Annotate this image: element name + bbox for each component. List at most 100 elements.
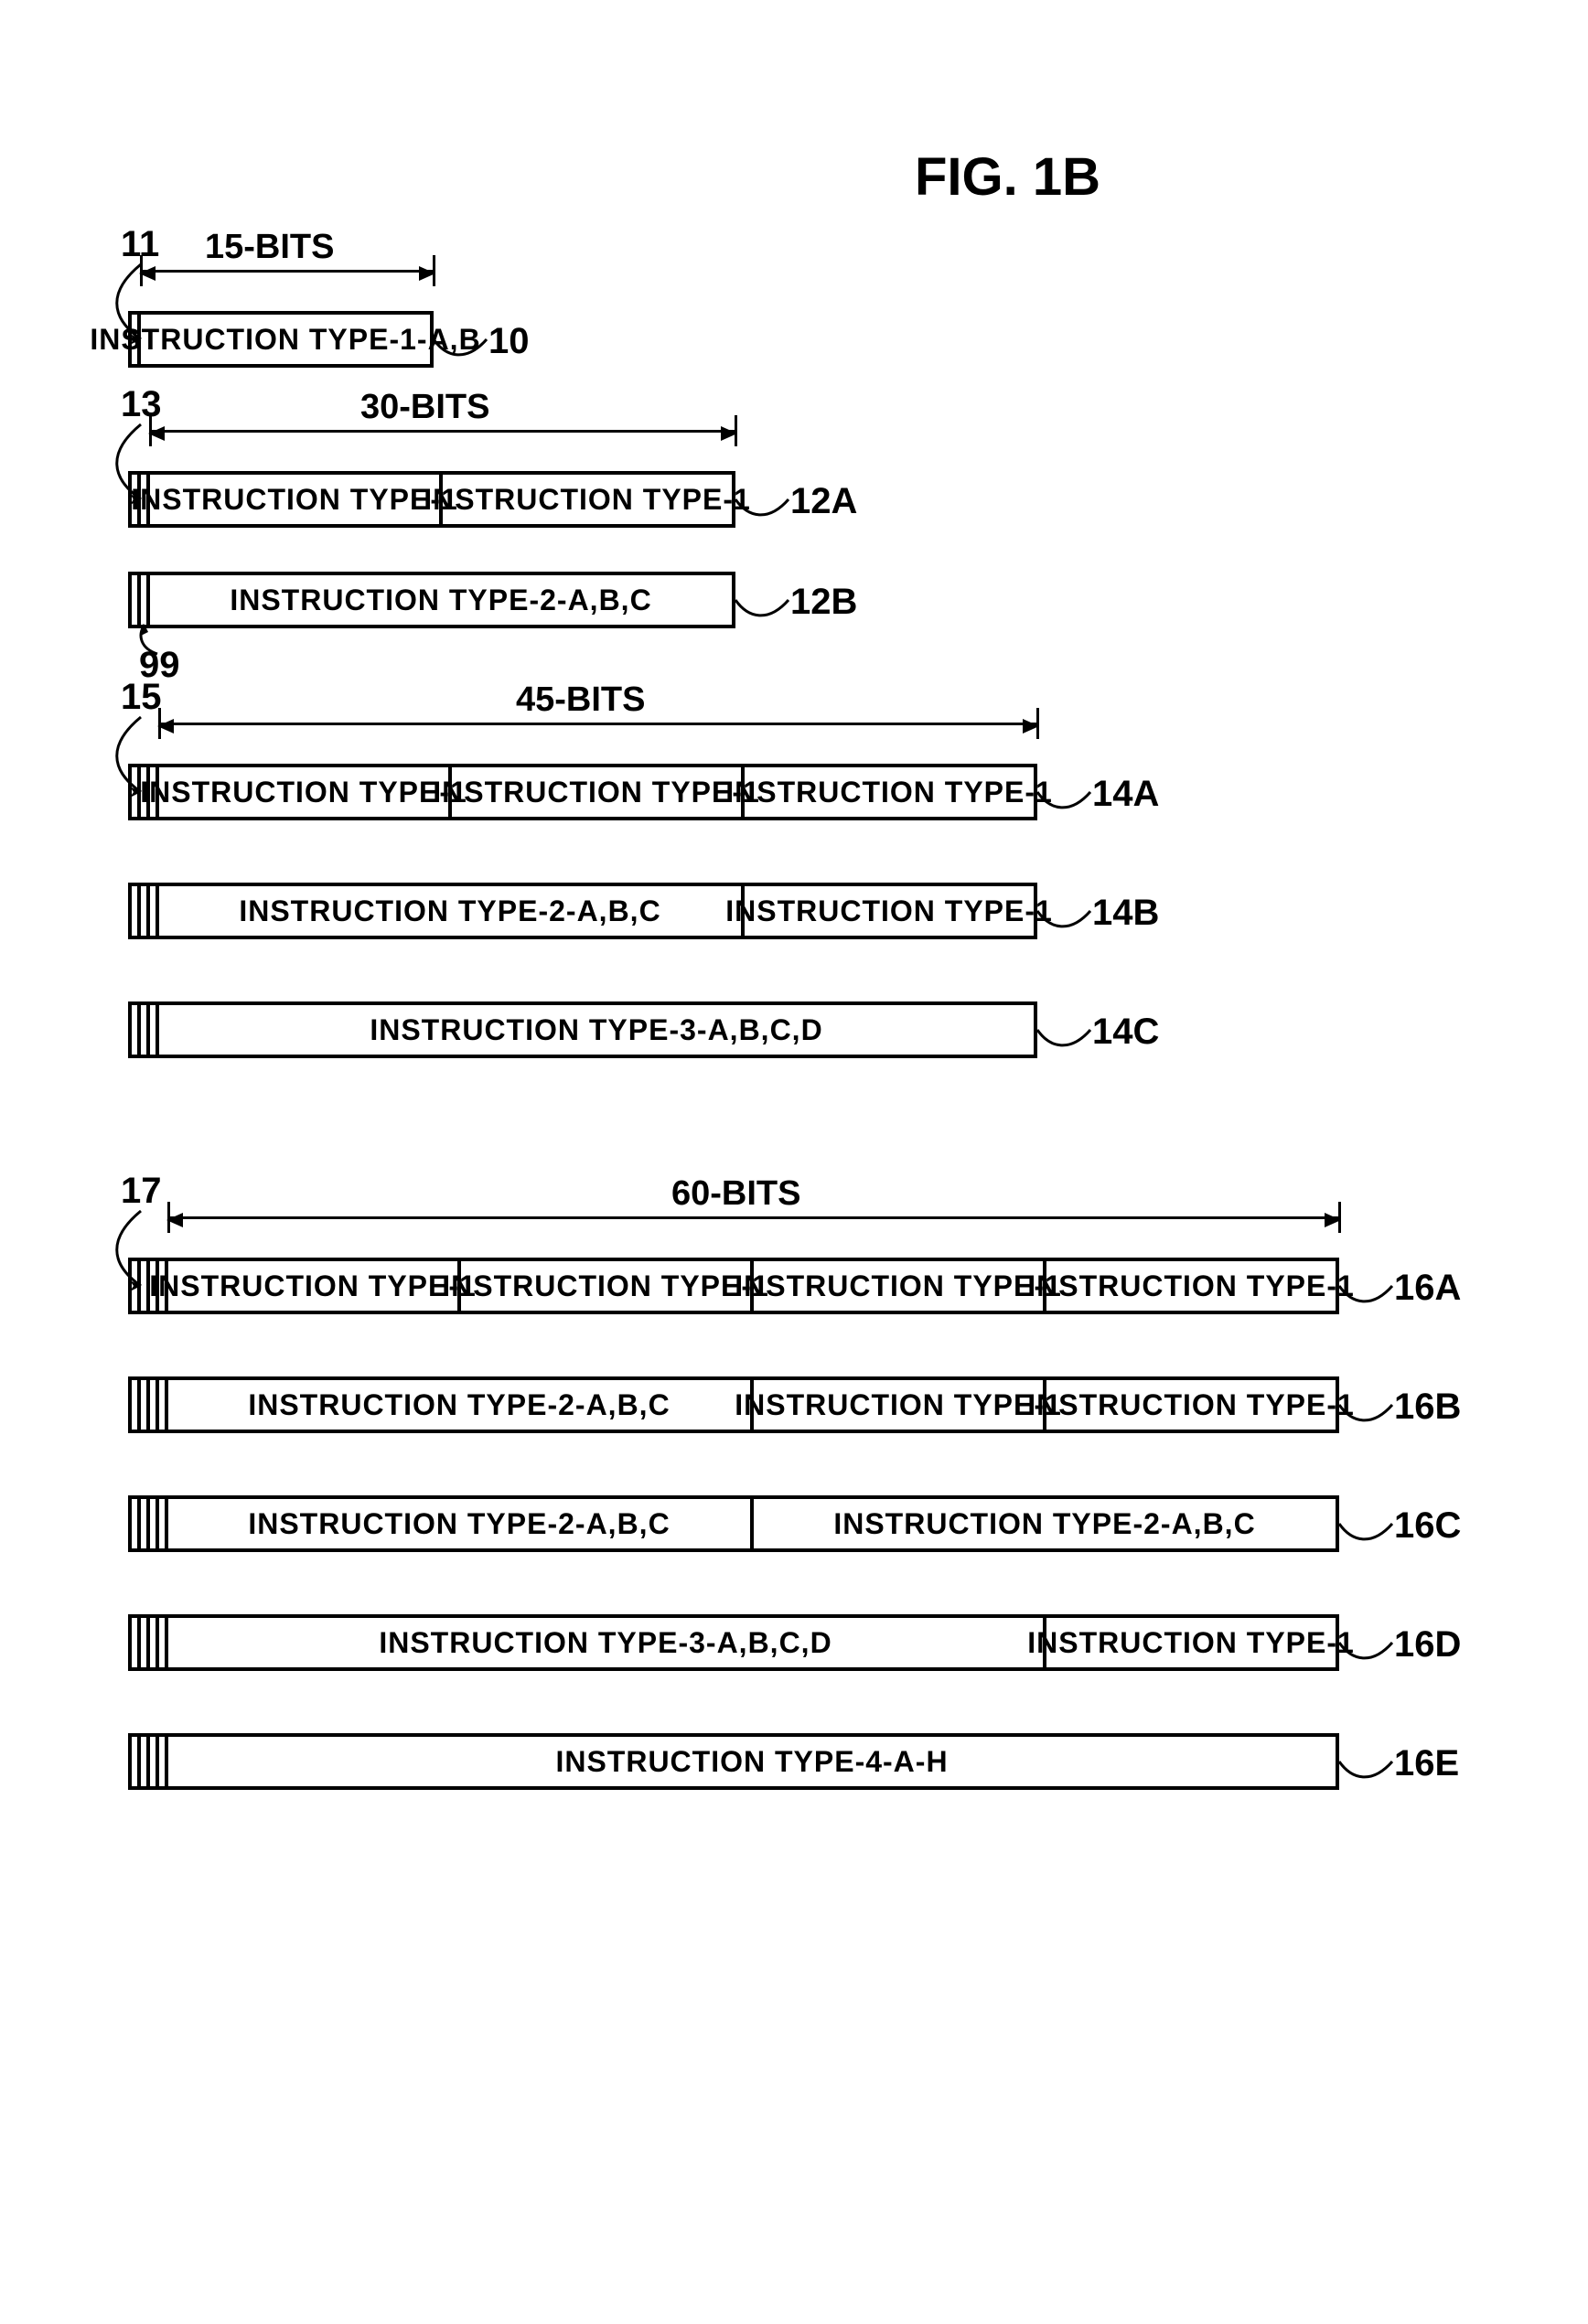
header-seg — [132, 1380, 141, 1430]
cell-3-3-0: INSTRUCTION TYPE-3-A,B,C,D — [168, 1614, 1046, 1671]
row-ref-leader-0-0 — [430, 302, 494, 377]
cell-3-4-0: INSTRUCTION TYPE-4-A-H — [168, 1733, 1339, 1790]
header-seg — [150, 1737, 159, 1786]
dimension-label-0: 15-BITS — [205, 228, 334, 267]
row-2-2: INSTRUCTION TYPE-3-A,B,C,D — [128, 1001, 1037, 1058]
dimension-label-2: 45-BITS — [516, 680, 645, 720]
header-seg — [150, 1380, 159, 1430]
header-seg — [159, 1618, 168, 1667]
cell-3-0-2: INSTRUCTION TYPE-1 — [754, 1258, 1046, 1314]
dimension-label-3: 60-BITS — [671, 1174, 800, 1214]
header-strip-1-1 — [128, 572, 150, 628]
cell-1-1-0: INSTRUCTION TYPE-2-A,B,C — [150, 572, 735, 628]
header-seg — [132, 886, 141, 936]
cell-2-0-1: INSTRUCTION TYPE-1 — [452, 764, 745, 820]
header-seg — [141, 1499, 150, 1548]
row-1-1: INSTRUCTION TYPE-2-A,B,C — [128, 572, 735, 628]
dimension-tick-0-1 — [433, 255, 435, 286]
row-3-2: INSTRUCTION TYPE-2-A,B,CINSTRUCTION TYPE… — [128, 1495, 1339, 1552]
header-ref-1: 13 — [121, 384, 162, 425]
dimension-tick-3-1 — [1338, 1202, 1341, 1233]
dimension-line-0 — [141, 270, 434, 273]
row-ref-leader-3-3 — [1336, 1605, 1400, 1680]
header-strip-3-1 — [128, 1376, 168, 1433]
header-seg — [159, 1380, 168, 1430]
header-seg — [159, 1737, 168, 1786]
row-ref-2-0: 14A — [1092, 774, 1159, 815]
row-3-4: INSTRUCTION TYPE-4-A-H — [128, 1733, 1339, 1790]
row-0-0: INSTRUCTION TYPE-1-A,B — [128, 311, 434, 368]
header-seg — [132, 1499, 141, 1548]
header-seg — [132, 1618, 141, 1667]
header-seg — [132, 1737, 141, 1786]
row-ref-1-0: 12A — [790, 481, 857, 522]
header-ref-3: 17 — [121, 1171, 162, 1212]
cell-3-0-0: INSTRUCTION TYPE-1 — [168, 1258, 461, 1314]
row-ref-leader-2-0 — [1034, 755, 1098, 830]
row-3-0: INSTRUCTION TYPE-1INSTRUCTION TYPE-1INST… — [128, 1258, 1339, 1314]
dimension-tick-1-1 — [735, 415, 737, 446]
cell-2-1-1: INSTRUCTION TYPE-1 — [745, 883, 1037, 939]
header-strip-3-3 — [128, 1614, 168, 1671]
cell-3-1-0: INSTRUCTION TYPE-2-A,B,C — [168, 1376, 754, 1433]
cell-0-0-0: INSTRUCTION TYPE-1-A,B — [141, 311, 434, 368]
header-seg — [159, 1499, 168, 1548]
row-ref-leader-3-2 — [1336, 1486, 1400, 1561]
header-strip-3-4 — [128, 1733, 168, 1790]
row-2-1: INSTRUCTION TYPE-2-A,B,CINSTRUCTION TYPE… — [128, 883, 1037, 939]
cell-3-1-1: INSTRUCTION TYPE-1 — [754, 1376, 1046, 1433]
dimension-tick-3-0 — [167, 1202, 170, 1233]
header-strip-2-1 — [128, 883, 159, 939]
dimension-label-1: 30-BITS — [360, 388, 489, 427]
row-ref-3-4: 16E — [1394, 1743, 1459, 1784]
header-ref-0: 11 — [121, 224, 159, 265]
row-3-3: INSTRUCTION TYPE-3-A,B,C,DINSTRUCTION TY… — [128, 1614, 1339, 1671]
header-ref-2: 15 — [121, 677, 162, 718]
dimension-line-3 — [168, 1216, 1339, 1219]
dimension-tick-2-1 — [1036, 708, 1039, 739]
row-ref-3-1: 16B — [1394, 1387, 1461, 1428]
row-ref-0-0: 10 — [488, 321, 530, 362]
header-seg — [150, 1618, 159, 1667]
cell-2-1-0: INSTRUCTION TYPE-2-A,B,C — [159, 883, 745, 939]
row-2-0: INSTRUCTION TYPE-1INSTRUCTION TYPE-1INST… — [128, 764, 1037, 820]
header-seg — [150, 1005, 159, 1055]
header-strip-2-2 — [128, 1001, 159, 1058]
row-ref-leader-3-1 — [1336, 1367, 1400, 1442]
cell-3-3-1: INSTRUCTION TYPE-1 — [1046, 1614, 1339, 1671]
row-ref-leader-3-4 — [1336, 1724, 1400, 1799]
figure-title: FIG. 1B — [915, 146, 1100, 208]
header-seg — [132, 1005, 141, 1055]
cell-3-2-1: INSTRUCTION TYPE-2-A,B,C — [754, 1495, 1339, 1552]
dimension-line-2 — [159, 723, 1037, 725]
cell-3-0-1: INSTRUCTION TYPE-1 — [461, 1258, 754, 1314]
cell-3-1-2: INSTRUCTION TYPE-1 — [1046, 1376, 1339, 1433]
cell-1-0-0: INSTRUCTION TYPE-1 — [150, 471, 443, 528]
header-seg — [141, 1618, 150, 1667]
extra-ref-leader-1-1 — [132, 623, 187, 659]
row-ref-leader-1-1 — [732, 562, 796, 637]
header-seg — [150, 1499, 159, 1548]
row-ref-2-2: 14C — [1092, 1012, 1159, 1053]
header-strip-3-2 — [128, 1495, 168, 1552]
row-1-0: INSTRUCTION TYPE-1INSTRUCTION TYPE-1 — [128, 471, 735, 528]
row-ref-1-1: 12B — [790, 582, 857, 623]
header-seg — [141, 1380, 150, 1430]
row-ref-leader-3-0 — [1336, 1248, 1400, 1323]
row-ref-leader-2-2 — [1034, 992, 1098, 1067]
figure-canvas: FIG. 1B 15-BITS 11 INSTRUCTION TYPE-1-A,B 10… — [37, 37, 1551, 2287]
header-seg — [132, 1261, 141, 1311]
dimension-line-1 — [150, 430, 735, 433]
cell-3-0-3: INSTRUCTION TYPE-1 — [1046, 1258, 1339, 1314]
header-seg — [141, 1005, 150, 1055]
cell-3-2-0: INSTRUCTION TYPE-2-A,B,C — [168, 1495, 754, 1552]
cell-2-0-2: INSTRUCTION TYPE-1 — [745, 764, 1037, 820]
cell-2-0-0: INSTRUCTION TYPE-1 — [159, 764, 452, 820]
cell-2-2-0: INSTRUCTION TYPE-3-A,B,C,D — [159, 1001, 1037, 1058]
row-ref-3-2: 16C — [1394, 1505, 1461, 1547]
row-3-1: INSTRUCTION TYPE-2-A,B,CINSTRUCTION TYPE… — [128, 1376, 1339, 1433]
row-ref-3-0: 16A — [1394, 1268, 1461, 1309]
header-seg — [141, 886, 150, 936]
row-ref-3-3: 16D — [1394, 1624, 1461, 1665]
row-ref-leader-1-0 — [732, 462, 796, 537]
